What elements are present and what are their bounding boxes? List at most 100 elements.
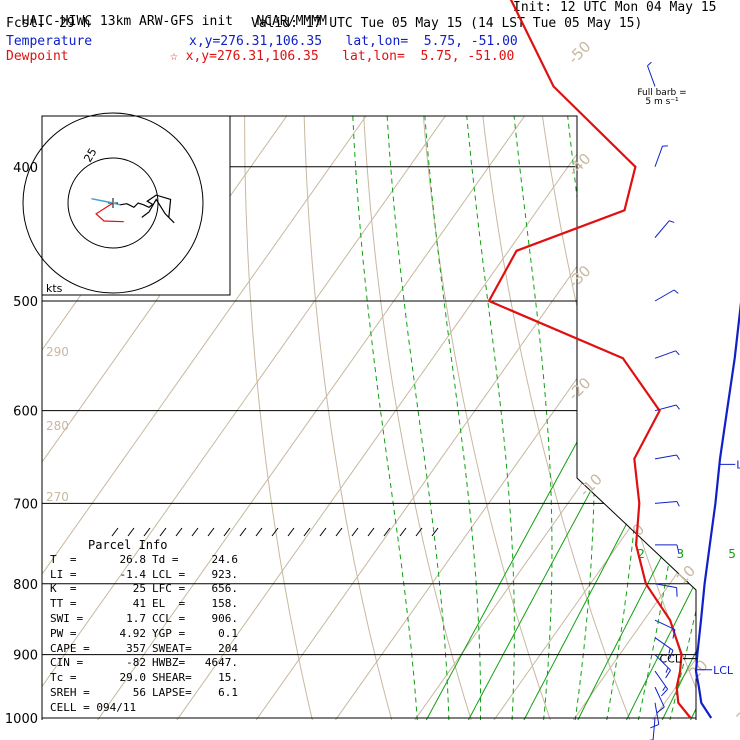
wind-barb xyxy=(654,289,675,302)
model-title: HAIC-HIWC 13km ARW-GFS init NCAR/MMMM xyxy=(21,14,327,29)
fcst-line: Fcst: 29 h xyxy=(6,17,90,31)
wind-barb-flag xyxy=(672,629,676,639)
parcel-info-key: T = xyxy=(50,552,77,566)
isotherm-line xyxy=(632,116,696,720)
dry-adiabat-line xyxy=(412,116,561,720)
parcel-info-value: 923. xyxy=(211,567,239,581)
dewpoint-profile xyxy=(487,0,692,719)
wind-barb xyxy=(654,404,677,412)
wind-barb-flag xyxy=(665,669,671,679)
parcel-info-row: Tc = 29.0 SHEAR= 15. xyxy=(50,671,245,686)
dry-adiabat-line xyxy=(564,116,696,720)
pressure-label: 500 xyxy=(13,295,38,310)
parcel-info-value: 26.8 xyxy=(119,552,147,566)
dry-adiabat-line xyxy=(702,0,740,740)
wind-barb-flag xyxy=(647,61,652,67)
wind-barb xyxy=(654,654,671,671)
wind-barb-flag xyxy=(675,350,680,356)
parcel-info-value: 6.1 xyxy=(218,685,238,699)
moist-adiabat-line xyxy=(631,116,696,720)
parcel-info-key: PW = xyxy=(50,626,77,640)
dry-adiabat-lines xyxy=(244,0,740,740)
parcel-info-value: 15. xyxy=(218,671,238,685)
wind-barb xyxy=(654,637,674,651)
parcel-info-key: SWEAT= xyxy=(152,641,192,655)
mixing-ratio-line xyxy=(648,116,696,720)
temperature-profile xyxy=(694,301,740,719)
hatch-mark xyxy=(367,527,375,537)
pressure-label: 700 xyxy=(13,497,38,512)
isotherm-line xyxy=(395,116,696,720)
hatch-mark xyxy=(159,527,167,537)
hatch-mark xyxy=(319,527,327,537)
wind-barb-flag xyxy=(668,648,671,654)
parcel-info-value: 29.0 xyxy=(119,671,147,685)
parcel-info-key: CELL = 094/11 xyxy=(50,700,137,714)
wind-barb-flag xyxy=(661,688,668,697)
isotherm-label: -10 xyxy=(576,470,606,500)
isotherm-label: -40 xyxy=(564,150,594,180)
wind-barb-flag xyxy=(662,685,667,692)
sounding-profiles xyxy=(487,0,740,719)
parcel-info-value: 656. xyxy=(211,582,239,596)
hatch-mark xyxy=(223,527,231,537)
mixing-ratio-line xyxy=(721,0,740,740)
moist-adiabat-line xyxy=(494,116,553,720)
temperature-legend: Temperature xyxy=(6,34,93,49)
wind-barb xyxy=(654,454,677,460)
parcel-info-value: -1.4 xyxy=(119,567,147,581)
hodograph-units-label: kts xyxy=(46,282,63,295)
level-label-lfc: LFC xyxy=(736,458,740,471)
parcel-info-value: 41 xyxy=(132,597,146,611)
hatch-mark xyxy=(399,527,407,537)
dry-adiabat-label: 290 xyxy=(46,345,69,359)
wind-barb-flag xyxy=(656,706,665,714)
dry-adiabat-line xyxy=(244,116,337,720)
isotherm-label: -20 xyxy=(564,374,594,404)
moist-adiabat-line xyxy=(415,116,482,720)
mixing-ratio-line xyxy=(612,116,696,720)
level-label-ccl: CCL xyxy=(659,653,681,666)
parcel-info-panel: Parcel Info T = 26.8 Td = 24.6 LI = -1.4 LCL =… xyxy=(50,538,245,716)
parcel-info-row: PW = 4.92 YGP = 0.1 xyxy=(50,627,245,642)
parcel-info-key: HWBZ= xyxy=(152,656,186,670)
mixing-ratio-line xyxy=(509,116,696,720)
parcel-info-row: TT = 41 EL = 158. xyxy=(50,597,245,612)
parcel-info-row: LI = -1.4 LCL = 923. xyxy=(50,568,245,583)
init-time: Init: 12 UTC Mon 04 May 15 xyxy=(513,0,717,15)
dry-adiabat-line xyxy=(515,116,696,720)
dry-adiabat-line xyxy=(358,116,481,720)
parcel-level-markers: ELLFCLCLCCLM xyxy=(659,458,740,676)
isotherm-line xyxy=(236,116,696,720)
hatch-mark xyxy=(415,527,423,537)
wind-barb-flag xyxy=(669,650,674,659)
hatch-mark xyxy=(335,527,343,537)
isotherm-labels: -80-70-60-50-40-30-20-10010203040 xyxy=(564,37,740,727)
hatch-mark xyxy=(383,527,391,537)
parcel-info-key: SHEAR= xyxy=(152,671,192,685)
hatch-mark xyxy=(175,527,183,537)
mixing-ratio-line xyxy=(411,116,696,720)
parcel-info-title: Parcel Info xyxy=(88,538,168,552)
moist-adiabat-lines xyxy=(349,116,696,720)
wind-barb xyxy=(654,583,677,589)
wind-barb xyxy=(654,619,676,630)
hodograph-ring-label: 25 xyxy=(81,146,99,165)
moist-adiabat-line xyxy=(381,116,450,720)
isotherm-line xyxy=(713,0,740,740)
mixing-ratio-label: 5 xyxy=(728,547,736,561)
parcel-info-key: LI = xyxy=(50,567,77,581)
isotherm-line xyxy=(315,116,696,720)
hatch-mark xyxy=(111,527,119,537)
dewpoint-legend: Dewpoint xyxy=(6,49,69,64)
parcel-info-row: CELL = 094/11 xyxy=(50,701,245,716)
isotherm-line xyxy=(77,116,696,720)
fcst-label: Fcst: xyxy=(6,16,46,31)
dry-adiabat-label: 280 xyxy=(46,419,69,433)
pressure-axis-labels: 1002003004005006007008009001000 xyxy=(5,0,38,727)
moist-adiabat-line xyxy=(349,116,420,720)
parcel-info-key: K = xyxy=(50,582,77,596)
mixing-ratio-label: 3 xyxy=(676,547,684,561)
